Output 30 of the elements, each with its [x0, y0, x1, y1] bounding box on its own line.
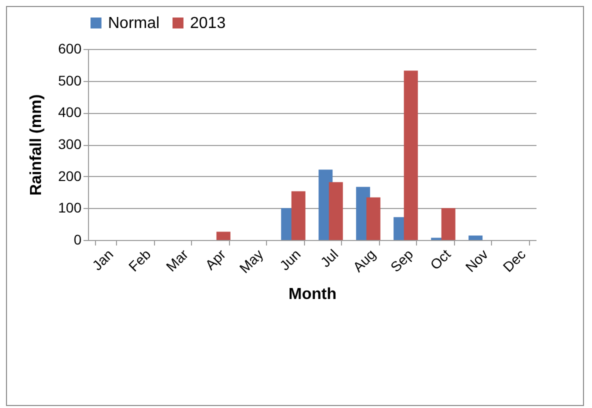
y-tick-label: 0 [74, 232, 82, 248]
legend-label: 2013 [190, 15, 226, 32]
x-tick-label: Jun [276, 246, 304, 274]
x-tick-label: Nov [462, 246, 492, 276]
bar [441, 208, 456, 240]
x-tick-label: Mar [162, 246, 192, 274]
bar [404, 70, 418, 240]
y-tick-label: 400 [58, 104, 82, 120]
x-tick-label: Dec [500, 246, 529, 276]
y-tick-label: 500 [58, 72, 82, 88]
legend-label: Normal [108, 15, 160, 32]
x-tick-label: Apr [202, 246, 229, 273]
y-axis-title: Rainfall (mm) [28, 94, 46, 196]
y-tick-label: 200 [58, 168, 82, 184]
x-tick-label: Sep [387, 246, 416, 276]
bar [216, 232, 230, 240]
x-tick-label: Feb [125, 246, 154, 274]
x-tick-label: Jan [88, 246, 116, 274]
bar [291, 191, 306, 240]
x-tick-label: Jul [317, 246, 342, 270]
y-tick-label: 100 [58, 200, 82, 216]
x-tick-label: May [236, 246, 266, 276]
bar [468, 236, 483, 240]
x-axis-title: Month [288, 286, 336, 304]
bar [328, 182, 343, 240]
bar [366, 197, 380, 240]
y-tick-label: 600 [58, 40, 82, 56]
y-tick-label: 300 [58, 136, 82, 152]
x-tick-label: Aug [350, 246, 379, 276]
x-tick-label: Oct [426, 246, 454, 273]
